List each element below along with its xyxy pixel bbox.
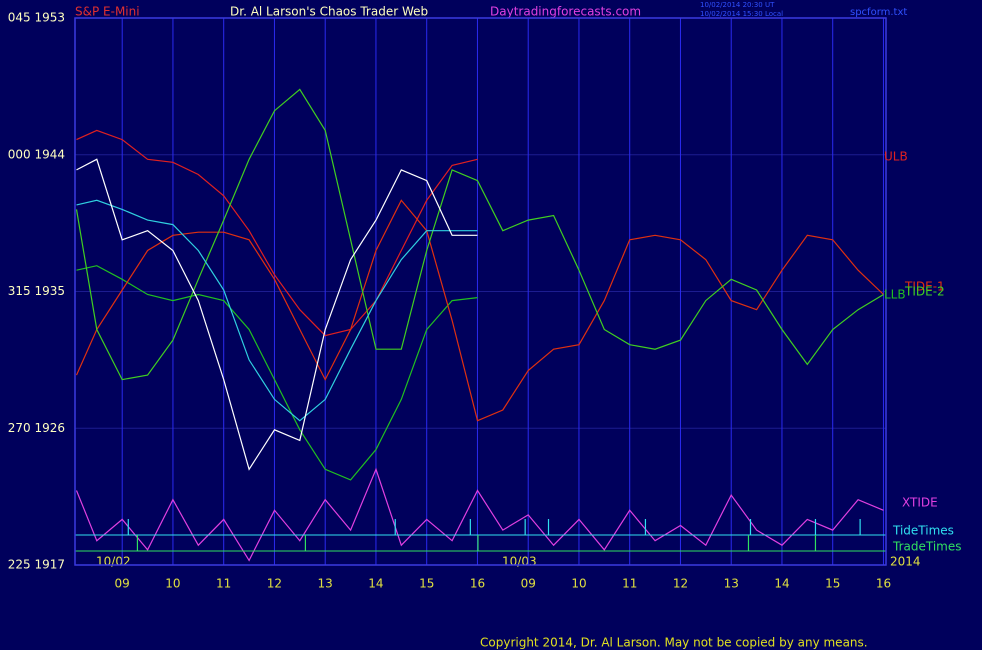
series-label: LLB [884, 288, 906, 302]
x-tick-label: 09 [521, 577, 536, 591]
x-tick-label: 14 [774, 577, 789, 591]
timestamp: 10/02/2014 20:30 UT [700, 1, 775, 9]
x-tick-label: 10 [165, 577, 180, 591]
series-label: TIDE-2 [904, 285, 945, 299]
x-tick-label: 13 [318, 577, 333, 591]
timestamp: 10/02/2014 15:30 Local [700, 10, 783, 18]
copyright: Copyright 2014, Dr. Al Larson. May not b… [480, 636, 868, 650]
instrument: S&P E-Mini [75, 5, 140, 19]
series-label: XTIDE [902, 496, 938, 510]
series-label: TradeTimes [892, 540, 961, 554]
series-label: TIDE-1 [904, 280, 945, 294]
x-tick-label: 13 [724, 577, 739, 591]
x-tick-label: 12 [267, 577, 282, 591]
x-tick-label: 11 [216, 577, 231, 591]
x-tick-label: 12 [673, 577, 688, 591]
series-line [75, 467, 884, 562]
plot [75, 88, 886, 562]
y-tick-label: 315 1935 [8, 284, 65, 298]
date-label: 2014 [890, 555, 921, 569]
x-tick-label: 15 [419, 577, 434, 591]
y-tick-label: 225 1917 [8, 558, 65, 572]
x-tick-label: 11 [622, 577, 637, 591]
plot-frame [74, 17, 887, 566]
y-tick-label: 000 1944 [8, 147, 65, 161]
file-name: spcform.txt [850, 7, 907, 18]
series-line [76, 199, 478, 422]
x-tick-label: 10 [571, 577, 586, 591]
x-tick-label: 14 [368, 577, 383, 591]
series-line [76, 265, 478, 481]
chart-title: Dr. Al Larson's Chaos Trader Web [230, 5, 428, 19]
series-line [76, 129, 478, 337]
x-tick-label: 16 [470, 577, 485, 591]
x-tick-label: 09 [115, 577, 130, 591]
y-tick-label: 270 1926 [8, 421, 65, 435]
series-label: ULB [884, 150, 908, 164]
y-tick-label: 045 1953 [8, 11, 65, 25]
website: Daytradingforecasts.com [490, 5, 641, 19]
series-line [75, 88, 884, 381]
date-label: 10/02 [96, 555, 131, 569]
x-tick-label: 15 [825, 577, 840, 591]
x-tick-label: 16 [876, 577, 891, 591]
series-label: TideTimes [892, 524, 954, 538]
date-label: 10/03 [502, 555, 537, 569]
series-line [75, 199, 884, 422]
series-line [76, 158, 478, 471]
